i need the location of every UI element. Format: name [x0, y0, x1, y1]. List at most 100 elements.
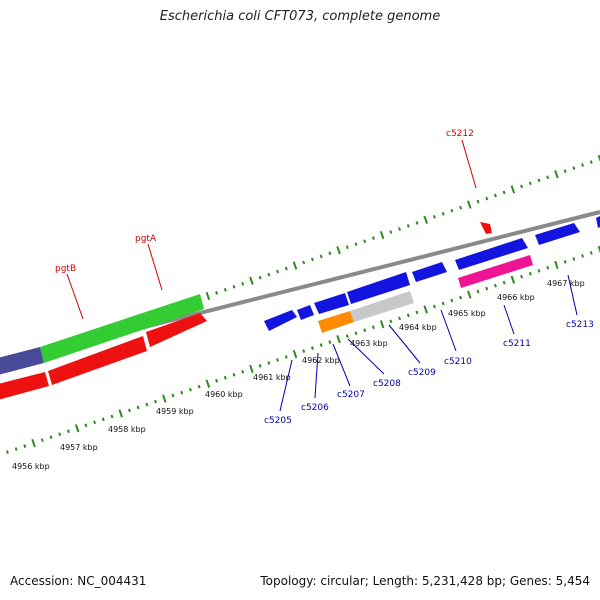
gene-c5213-forward[interactable] — [596, 216, 600, 228]
reverse-label-leader — [347, 338, 385, 375]
inner-tick — [205, 379, 211, 388]
outer-tick — [205, 291, 211, 301]
outer-tick — [537, 178, 541, 183]
inner-tick — [258, 364, 262, 368]
scale-label: 4956 kbp — [12, 462, 50, 471]
inner-tick — [127, 408, 131, 413]
topology-summary: Topology: circular; Length: 5,231,428 bp… — [260, 574, 590, 588]
gene-pgtA[interactable] — [146, 313, 207, 347]
outer-tick — [450, 208, 454, 213]
outer-tick — [546, 175, 550, 180]
scale-label: 4965 kbp — [448, 309, 486, 318]
inner-tick — [58, 432, 62, 437]
gene-c5208[interactable] — [347, 272, 410, 304]
outer-tick — [520, 184, 524, 189]
outer-tick — [510, 185, 516, 194]
outer-tick — [581, 163, 585, 167]
gene-c5210[interactable] — [412, 262, 447, 282]
inner-tick — [493, 283, 497, 288]
outer-tick — [302, 260, 306, 265]
scale-label: 4967 kbp — [547, 279, 585, 288]
inner-tick — [197, 384, 201, 389]
gene-slate-forward — [0, 347, 44, 375]
gene-c5209-gray[interactable] — [350, 291, 414, 322]
gene-c5209-orange[interactable] — [318, 311, 354, 333]
inner-tick — [31, 439, 36, 448]
inner-tick — [93, 420, 97, 425]
inner-tick — [441, 301, 445, 306]
gene-c5210-forward-a[interactable] — [455, 238, 528, 270]
inner-tick — [502, 280, 506, 285]
scale-label: 4961 kbp — [253, 373, 291, 382]
inner-tick — [14, 447, 18, 451]
outer-tick — [485, 196, 489, 201]
outer-tick — [319, 254, 323, 259]
inner-tick — [345, 334, 349, 339]
gene-c5205[interactable] — [264, 310, 297, 331]
inner-tick — [302, 349, 306, 353]
gene-label-c5209[interactable]: c5209 — [408, 368, 436, 378]
inner-tick — [319, 343, 323, 347]
gene-label-c5210[interactable]: c5210 — [444, 357, 472, 367]
outer-tick — [415, 221, 419, 225]
inner-tick — [336, 335, 341, 344]
outer-tick — [258, 275, 262, 280]
gene-c5211[interactable] — [458, 255, 533, 288]
gene-c5211-forward[interactable] — [535, 223, 580, 245]
inner-tick — [5, 450, 9, 454]
gene-label-c5213[interactable]: c5213 — [566, 320, 594, 330]
gene-label-pgtA[interactable]: pgtA — [135, 234, 157, 244]
inner-tick — [40, 438, 44, 443]
inner-tick — [241, 369, 245, 374]
gene-label-pgtB[interactable]: pgtB — [55, 264, 76, 274]
gene-red-mid — [48, 336, 147, 385]
scale-label: 4957 kbp — [60, 443, 98, 452]
inner-tick — [284, 355, 288, 359]
inner-tick — [354, 331, 358, 336]
outer-tick — [379, 230, 385, 240]
inner-tick — [136, 405, 140, 410]
gene-label-c5208[interactable]: c5208 — [373, 379, 401, 389]
forward-strand-genes — [0, 216, 600, 375]
outer-tick — [371, 236, 375, 240]
inner-tick — [74, 424, 80, 433]
scale-label: 4958 kbp — [108, 425, 146, 434]
gene-label-c5205[interactable]: c5205 — [264, 416, 292, 426]
outer-tick — [597, 154, 600, 163]
inner-tick — [292, 349, 298, 359]
gene-label-c5206[interactable]: c5206 — [301, 403, 329, 413]
outer-tick — [389, 230, 393, 234]
gene-c5207[interactable] — [314, 293, 349, 314]
outer-tick — [528, 181, 532, 186]
inner-tick — [572, 257, 576, 261]
outer-tick — [232, 284, 236, 289]
inner-tick — [528, 271, 532, 276]
outer-tick — [467, 200, 472, 209]
outer-tick — [432, 214, 436, 219]
inner-tick — [415, 310, 419, 315]
inner-tick — [171, 393, 175, 398]
inner-tick — [188, 387, 192, 392]
outer-tick — [328, 251, 332, 256]
outer-tick — [241, 281, 245, 286]
outer-tick — [398, 227, 402, 231]
inner-tick — [389, 319, 393, 324]
inner-tick — [162, 394, 167, 403]
gene-label-c5212[interactable]: c5212 — [446, 129, 474, 139]
gene-label-c5207[interactable]: c5207 — [337, 390, 365, 400]
gene-c5206[interactable] — [297, 305, 314, 320]
inner-tick — [310, 346, 314, 350]
gene-pgtB[interactable] — [40, 294, 204, 363]
inner-tick — [485, 286, 489, 291]
gene-label-c5211[interactable]: c5211 — [503, 339, 531, 349]
outer-tick — [223, 288, 227, 292]
outer-tick — [563, 169, 567, 174]
gene-c5212[interactable] — [480, 222, 492, 234]
reverse-label-leader — [332, 343, 351, 387]
outer-tick — [284, 266, 288, 271]
inner-tick — [84, 423, 88, 428]
inner-tick — [180, 390, 184, 395]
inner-tick — [554, 260, 559, 269]
outer-tick — [459, 205, 463, 210]
